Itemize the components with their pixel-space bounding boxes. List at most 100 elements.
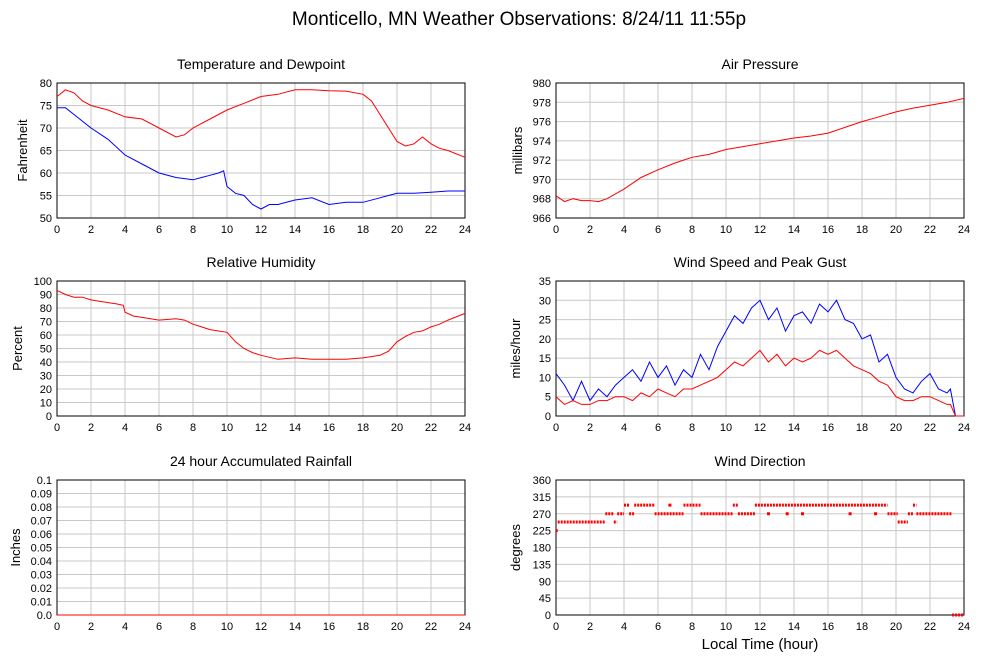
y-tick-label: 0 <box>545 610 551 622</box>
x-tick-label: 14 <box>788 224 800 236</box>
x-tick-label: 4 <box>621 224 627 236</box>
series-temperature <box>56 89 466 158</box>
y-tick-label: 90 <box>40 290 52 302</box>
direction-segments <box>556 503 964 617</box>
direction-point <box>767 512 770 516</box>
y-tick-label: 100 <box>34 276 52 288</box>
x-tick-label: 16 <box>822 224 834 236</box>
x-tick-label: 6 <box>156 422 162 434</box>
x-tick-label: 10 <box>221 422 233 434</box>
gridlines <box>556 83 964 218</box>
y-tick-label: 978 <box>533 97 551 109</box>
y-tick-label: 80 <box>40 303 52 315</box>
y-tick-label: 50 <box>40 344 52 356</box>
x-tick-label: 6 <box>655 224 661 236</box>
x-tick-label: 6 <box>156 224 162 236</box>
y-tick-label: 20 <box>40 384 52 396</box>
y-tick-label: 0.08 <box>31 502 52 514</box>
y-tick-label: 10 <box>539 372 551 384</box>
y-tick-label: 974 <box>533 136 551 148</box>
x-tick-label: 16 <box>323 224 335 236</box>
chart-wind: 0 2 4 6 8 10 12 14 16 18 20 22 2405101520253035Wind … <box>508 254 970 434</box>
x-tick-label: 18 <box>357 224 369 236</box>
x-tick-label: 18 <box>357 621 369 633</box>
x-tick-label: 10 <box>720 621 732 633</box>
y-tick-label: 10 <box>40 398 52 410</box>
x-tick-label: 22 <box>425 422 437 434</box>
y-tick-label: 15 <box>539 353 551 365</box>
chart-direction: 0 2 4 6 8 10 12 14 16 18 20 22 240459013518022527031… <box>508 453 970 633</box>
y-tick-label: 970 <box>533 174 551 186</box>
chart-rain: 0 2 4 6 8 10 12 14 16 18 20 22 240.00.010.020.030.04… <box>8 453 471 633</box>
x-tick-label: 14 <box>289 422 301 434</box>
x-tick-label: 2 <box>88 422 94 434</box>
y-tick-label: 80 <box>40 78 52 90</box>
chart-humidity: 0 2 4 6 8 10 12 14 16 18 20 22 240102030405060708090… <box>10 254 471 434</box>
gridlines <box>57 480 465 615</box>
y-tick-label: 40 <box>40 357 52 369</box>
plot-border <box>56 280 466 417</box>
series-humidity <box>56 289 466 360</box>
x-tick-label: 0 <box>553 224 559 236</box>
y-tick-label: 60 <box>40 330 52 342</box>
x-tick-label: 12 <box>754 422 766 434</box>
x-tick-label: 8 <box>190 224 196 236</box>
x-tick-label: 2 <box>88 224 94 236</box>
x-tick-label: 24 <box>958 621 970 633</box>
y-tick-label: 0.06 <box>31 529 52 541</box>
x-tick-label: 16 <box>822 422 834 434</box>
y-tick-label: 25 <box>539 315 551 327</box>
y-tick-label: 0.05 <box>31 543 52 555</box>
y-tick-label: 0 <box>545 411 551 423</box>
x-tick-label: 0 <box>54 422 60 434</box>
y-axis-label: Inches <box>8 528 23 567</box>
x-tick-label: 8 <box>190 422 196 434</box>
x-tick-label: 22 <box>924 621 936 633</box>
y-tick-label: 0.04 <box>31 556 52 568</box>
x-tick-label: 18 <box>856 422 868 434</box>
direction-point <box>874 512 878 516</box>
x-tick-label: 4 <box>122 422 128 434</box>
x-tick-label: 22 <box>425 621 437 633</box>
y-tick-label: 0.0 <box>37 610 52 622</box>
y-tick-label: 75 <box>40 101 52 113</box>
x-tick-label: 18 <box>856 224 868 236</box>
y-tick-label: 968 <box>533 194 551 206</box>
page-title: Monticello, MN Weather Observations: 8/2… <box>292 9 746 30</box>
y-tick-label: 5 <box>545 392 551 404</box>
chart-title: Air Pressure <box>721 56 798 72</box>
x-tick-label: 2 <box>88 621 94 633</box>
y-tick-label: 55 <box>40 191 52 203</box>
x-tick-label: 6 <box>655 621 661 633</box>
series-dewpoint <box>57 107 465 210</box>
y-tick-label: 0.03 <box>31 570 52 582</box>
y-tick-label: 45 <box>539 593 551 605</box>
y-axis-label: Percent <box>10 326 25 371</box>
x-tick-label: 20 <box>391 224 403 236</box>
plot-border <box>56 82 466 219</box>
y-tick-label: 70 <box>40 123 52 135</box>
y-tick-label: 0.02 <box>31 583 52 595</box>
y-tick-label: 180 <box>533 543 551 555</box>
x-tick-label: 2 <box>587 621 593 633</box>
x-tick-label: 12 <box>255 224 267 236</box>
y-tick-label: 0 <box>46 411 52 423</box>
y-tick-label: 0.01 <box>31 597 52 609</box>
y-tick-label: 60 <box>40 168 52 180</box>
x-tick-label: 10 <box>720 422 732 434</box>
x-tick-label: 4 <box>122 621 128 633</box>
x-tick-label: 22 <box>924 422 936 434</box>
x-tick-label: 24 <box>459 224 471 236</box>
chart-title: Wind Direction <box>714 453 805 469</box>
x-tick-label: 8 <box>689 224 695 236</box>
x-tick-label: 12 <box>255 621 267 633</box>
x-tick-label: 2 <box>587 422 593 434</box>
x-tick-label: 16 <box>323 422 335 434</box>
gridlines <box>57 281 465 416</box>
y-tick-label: 0.1 <box>37 475 52 487</box>
y-tick-label: 270 <box>533 509 551 521</box>
y-tick-label: 30 <box>40 371 52 383</box>
y-tick-label: 20 <box>539 334 551 346</box>
